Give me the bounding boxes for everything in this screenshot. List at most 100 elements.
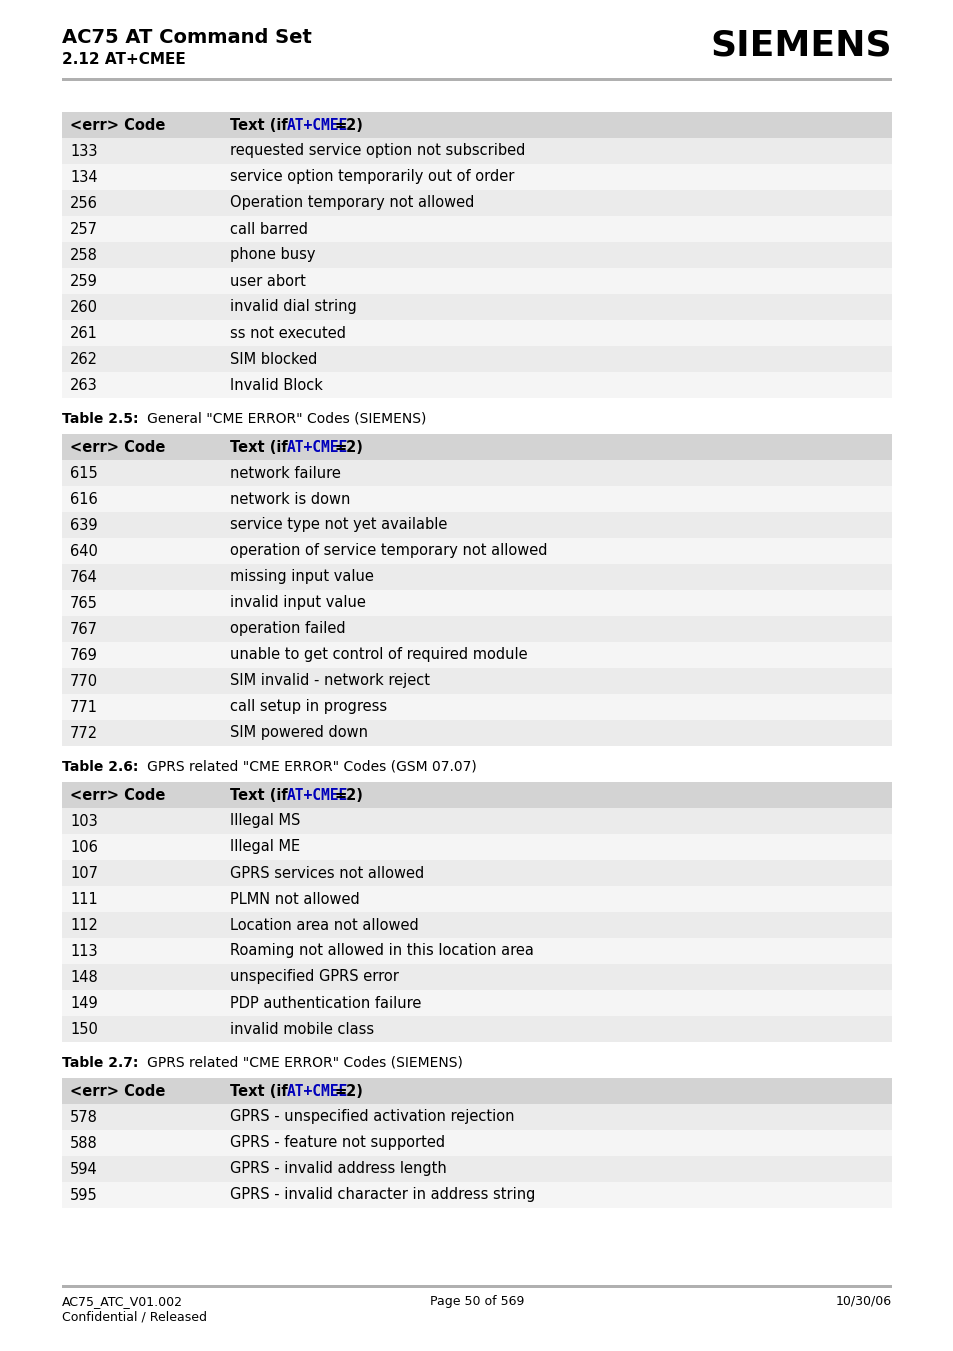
Bar [62,372,891,399]
Bar [62,694,891,720]
Text: 256: 256 [70,196,98,211]
Text: General "CME ERROR" Codes (SIEMENS): General "CME ERROR" Codes (SIEMENS) [133,412,426,426]
Text: PDP authentication failure: PDP authentication failure [230,996,421,1011]
Text: 764: 764 [70,570,98,585]
Text: 615: 615 [70,466,97,481]
Text: requested service option not subscribed: requested service option not subscribed [230,143,525,158]
Text: Confidential / Released: Confidential / Released [62,1310,207,1324]
Bar [62,616,891,642]
Bar [62,295,891,320]
Text: <err> Code: <err> Code [70,788,165,802]
Bar [62,267,891,295]
Text: Illegal ME: Illegal ME [230,839,300,854]
Text: 594: 594 [70,1162,97,1177]
Text: <err> Code: <err> Code [70,118,165,132]
Text: 765: 765 [70,596,98,611]
Bar [62,512,891,538]
Bar [62,163,891,190]
Text: 639: 639 [70,517,97,532]
Text: Page 50 of 569: Page 50 of 569 [430,1296,523,1308]
Text: 261: 261 [70,326,98,340]
Text: operation of service temporary not allowed: operation of service temporary not allow… [230,543,547,558]
Text: =2): =2) [335,439,363,454]
Text: 112: 112 [70,917,98,932]
Text: 262: 262 [70,351,98,366]
Text: unable to get control of required module: unable to get control of required module [230,647,527,662]
Text: call barred: call barred [230,222,308,236]
Bar [62,563,891,590]
Text: Table 2.5:: Table 2.5: [62,412,138,426]
Text: call setup in progress: call setup in progress [230,700,387,715]
Text: 640: 640 [70,543,98,558]
Text: GPRS related "CME ERROR" Codes (SIEMENS): GPRS related "CME ERROR" Codes (SIEMENS) [133,1056,462,1070]
Bar [62,216,891,242]
Text: user abort: user abort [230,273,306,289]
Text: AT+CMEE: AT+CMEE [287,1084,348,1098]
Text: 103: 103 [70,813,97,828]
Bar [62,590,891,616]
Text: 134: 134 [70,169,97,185]
Text: phone busy: phone busy [230,247,315,262]
Bar [62,112,891,138]
Text: 259: 259 [70,273,98,289]
Text: Roaming not allowed in this location area: Roaming not allowed in this location are… [230,943,534,958]
Text: AT+CMEE: AT+CMEE [287,439,348,454]
Text: 769: 769 [70,647,98,662]
Bar [62,667,891,694]
Bar [62,138,891,163]
Text: 588: 588 [70,1135,97,1151]
Text: 10/30/06: 10/30/06 [835,1296,891,1308]
Bar [62,965,891,990]
Text: ss not executed: ss not executed [230,326,346,340]
Text: SIM invalid - network reject: SIM invalid - network reject [230,674,430,689]
Text: 133: 133 [70,143,97,158]
Text: SIM powered down: SIM powered down [230,725,368,740]
Text: Text (if: Text (if [230,118,293,132]
Bar [62,1285,891,1288]
Text: 770: 770 [70,674,98,689]
Text: GPRS services not allowed: GPRS services not allowed [230,866,424,881]
Text: 595: 595 [70,1188,97,1202]
Bar [62,1078,891,1104]
Text: 257: 257 [70,222,98,236]
Text: 767: 767 [70,621,98,636]
Bar [62,538,891,563]
Text: network failure: network failure [230,466,340,481]
Bar [62,861,891,886]
Bar [62,1156,891,1182]
Text: operation failed: operation failed [230,621,345,636]
Text: GPRS related "CME ERROR" Codes (GSM 07.07): GPRS related "CME ERROR" Codes (GSM 07.0… [133,761,476,774]
Bar [62,642,891,667]
Text: GPRS - invalid address length: GPRS - invalid address length [230,1162,446,1177]
Text: unspecified GPRS error: unspecified GPRS error [230,970,398,985]
Bar [62,782,891,808]
Bar [62,1016,891,1042]
Bar [62,808,891,834]
Text: 616: 616 [70,492,97,507]
Text: 111: 111 [70,892,97,907]
Text: Operation temporary not allowed: Operation temporary not allowed [230,196,474,211]
Text: invalid dial string: invalid dial string [230,300,356,315]
Bar [62,486,891,512]
Bar [62,78,891,81]
Text: 148: 148 [70,970,97,985]
Bar [62,190,891,216]
Text: Text (if: Text (if [230,788,293,802]
Bar [62,434,891,459]
Text: 149: 149 [70,996,97,1011]
Text: PLMN not allowed: PLMN not allowed [230,892,359,907]
Text: Invalid Block: Invalid Block [230,377,322,393]
Bar [62,1104,891,1129]
Text: Text (if: Text (if [230,1084,293,1098]
Text: =2): =2) [335,788,363,802]
Text: Text (if: Text (if [230,439,293,454]
Text: 2.12 AT+CMEE: 2.12 AT+CMEE [62,51,186,68]
Text: GPRS - invalid character in address string: GPRS - invalid character in address stri… [230,1188,535,1202]
Text: GPRS - feature not supported: GPRS - feature not supported [230,1135,445,1151]
Text: 772: 772 [70,725,98,740]
Bar [62,1182,891,1208]
Text: 106: 106 [70,839,98,854]
Bar [62,720,891,746]
Text: SIEMENS: SIEMENS [710,28,891,62]
Text: SIM blocked: SIM blocked [230,351,317,366]
